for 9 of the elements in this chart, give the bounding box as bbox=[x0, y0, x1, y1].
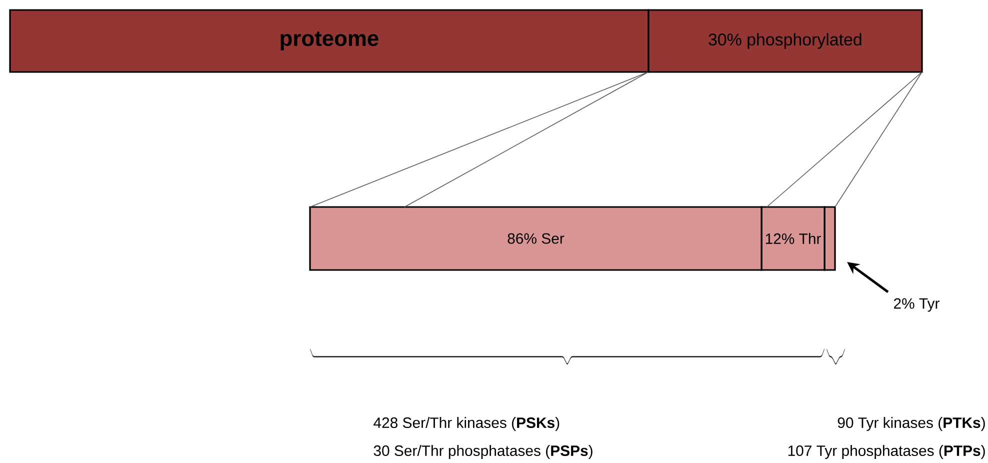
data-label: 12% Thr bbox=[766, 233, 821, 244]
text: 107 Tyr phosphatases (PTPs) bbox=[788, 445, 985, 459]
series-label: proteome bbox=[280, 32, 378, 50]
text: 30 Ser/Thr phosphatases (PSPs) bbox=[374, 445, 592, 459]
data-label: 30% phosphorylated bbox=[708, 33, 862, 49]
data-label: 86% Ser bbox=[508, 233, 564, 244]
text: 2% Tyr bbox=[894, 298, 940, 312]
text: 428 Ser/Thr kinases (PSKs) bbox=[374, 417, 560, 431]
text: 90 Tyr kinases (PTKs) bbox=[838, 417, 985, 431]
